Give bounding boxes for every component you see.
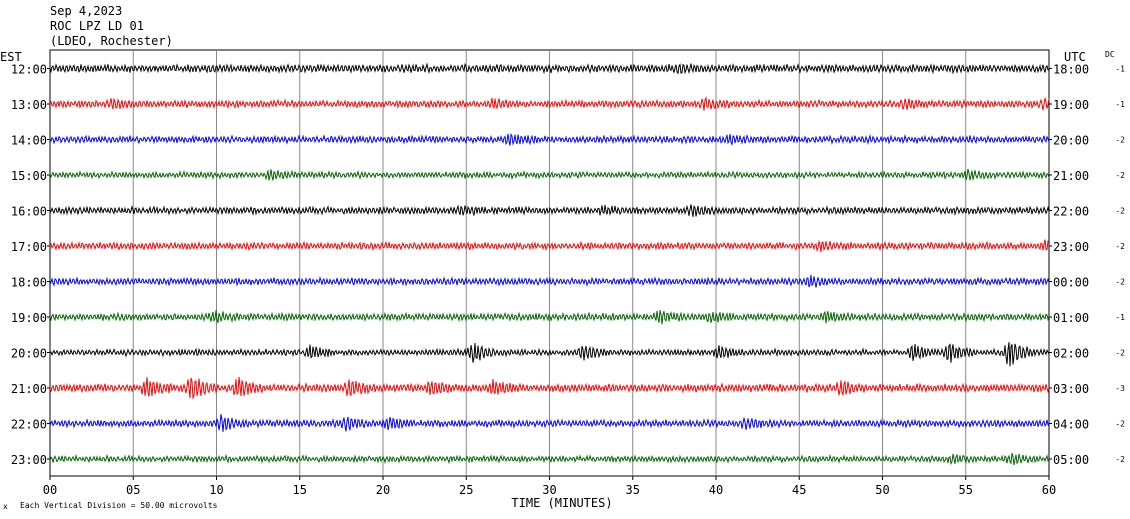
row-est-label: 14:00 <box>11 134 47 148</box>
seismic-trace <box>49 310 1050 325</box>
row-utc-label: 21:00 <box>1053 169 1089 183</box>
row-est-label: 21:00 <box>11 382 47 396</box>
x-tick-label: 25 <box>459 483 473 497</box>
row-utc-label: 03:00 <box>1053 382 1089 396</box>
x-tick-label: 15 <box>293 483 307 497</box>
x-tick-label: 40 <box>709 483 723 497</box>
seismic-trace <box>49 342 1050 367</box>
row-est-label: 15:00 <box>11 169 47 183</box>
row-est-label: 22:00 <box>11 418 47 432</box>
x-tick-label: 10 <box>209 483 223 497</box>
row-est-label: 12:00 <box>11 63 47 77</box>
row-utc-label: 20:00 <box>1053 134 1089 148</box>
row-est-label: 17:00 <box>11 240 47 254</box>
row-est-label: 20:00 <box>11 347 47 361</box>
scale-note-marker: x <box>3 502 8 511</box>
row-utc-label: 18:00 <box>1053 63 1089 77</box>
row-dc-label: -2 <box>1115 278 1125 287</box>
x-tick-label: 00 <box>43 483 57 497</box>
row-utc-label: 02:00 <box>1053 347 1089 361</box>
row-utc-label: 00:00 <box>1053 276 1089 290</box>
x-axis-title: TIME (MINUTES) <box>511 496 612 510</box>
seismic-trace <box>49 168 1050 181</box>
seismic-trace <box>49 274 1050 288</box>
header-date: Sep 4,2023 <box>50 4 122 18</box>
x-tick-label: 50 <box>875 483 889 497</box>
left-timezone-label: EST <box>0 50 22 64</box>
row-dc-label: -1 <box>1115 313 1125 322</box>
row-est-label: 16:00 <box>11 205 47 219</box>
row-dc-label: -2 <box>1115 349 1125 358</box>
row-utc-label: 05:00 <box>1053 453 1089 467</box>
row-dc-label: -2 <box>1115 455 1125 464</box>
seismic-trace <box>49 452 1050 466</box>
row-dc-label: -2 <box>1115 171 1125 180</box>
seismic-trace <box>49 204 1050 217</box>
dc-header-label: DC <box>1105 50 1115 59</box>
row-utc-label: 19:00 <box>1053 98 1089 112</box>
x-tick-label: 55 <box>959 483 973 497</box>
x-tick-label: 20 <box>376 483 390 497</box>
scale-note: Each Vertical Division = 50.00 microvolt… <box>20 501 218 510</box>
row-utc-label: 04:00 <box>1053 418 1089 432</box>
row-utc-label: 01:00 <box>1053 311 1089 325</box>
row-dc-label: -2 <box>1115 136 1125 145</box>
seismic-trace <box>49 96 1050 111</box>
x-axis-ticks: 00 05 10 15 20 25 30 35 40 45 50 55 60 <box>43 476 1056 497</box>
seismic-trace <box>49 239 1050 253</box>
header-station: ROC LPZ LD 01 <box>50 19 144 33</box>
row-dc-label: -2 <box>1115 207 1125 216</box>
row-est-label: 19:00 <box>11 311 47 325</box>
row-est-label: 23:00 <box>11 453 47 467</box>
x-tick-label: 60 <box>1042 483 1056 497</box>
seismic-trace <box>49 132 1050 147</box>
seismic-trace <box>49 376 1050 400</box>
right-timezone-label: UTC <box>1064 50 1086 64</box>
header-network: (LDEO, Rochester) <box>50 34 173 48</box>
row-dc-label: -1 <box>1115 65 1125 74</box>
row-dc-label: -2 <box>1115 242 1125 251</box>
trace-group <box>49 62 1050 466</box>
x-tick-label: 05 <box>126 483 140 497</box>
seismic-trace <box>49 62 1050 75</box>
row-dc-label: -1 <box>1115 100 1125 109</box>
row-est-label: 18:00 <box>11 276 47 290</box>
seismic-trace <box>49 414 1050 432</box>
row-est-label: 13:00 <box>11 98 47 112</box>
row-utc-label: 23:00 <box>1053 240 1089 254</box>
chart-grid <box>49 49 1050 477</box>
row-dc-label: -2 <box>1115 420 1125 429</box>
row-labels: 12:00 18:00 -1 13:00 19:00 -1 14:00 20:00 -2 15:0… <box>11 63 1125 468</box>
x-tick-label: 35 <box>626 483 640 497</box>
row-dc-label: -3 <box>1115 384 1125 393</box>
x-tick-label: 30 <box>542 483 556 497</box>
x-tick-label: 45 <box>792 483 806 497</box>
row-utc-label: 22:00 <box>1053 205 1089 219</box>
